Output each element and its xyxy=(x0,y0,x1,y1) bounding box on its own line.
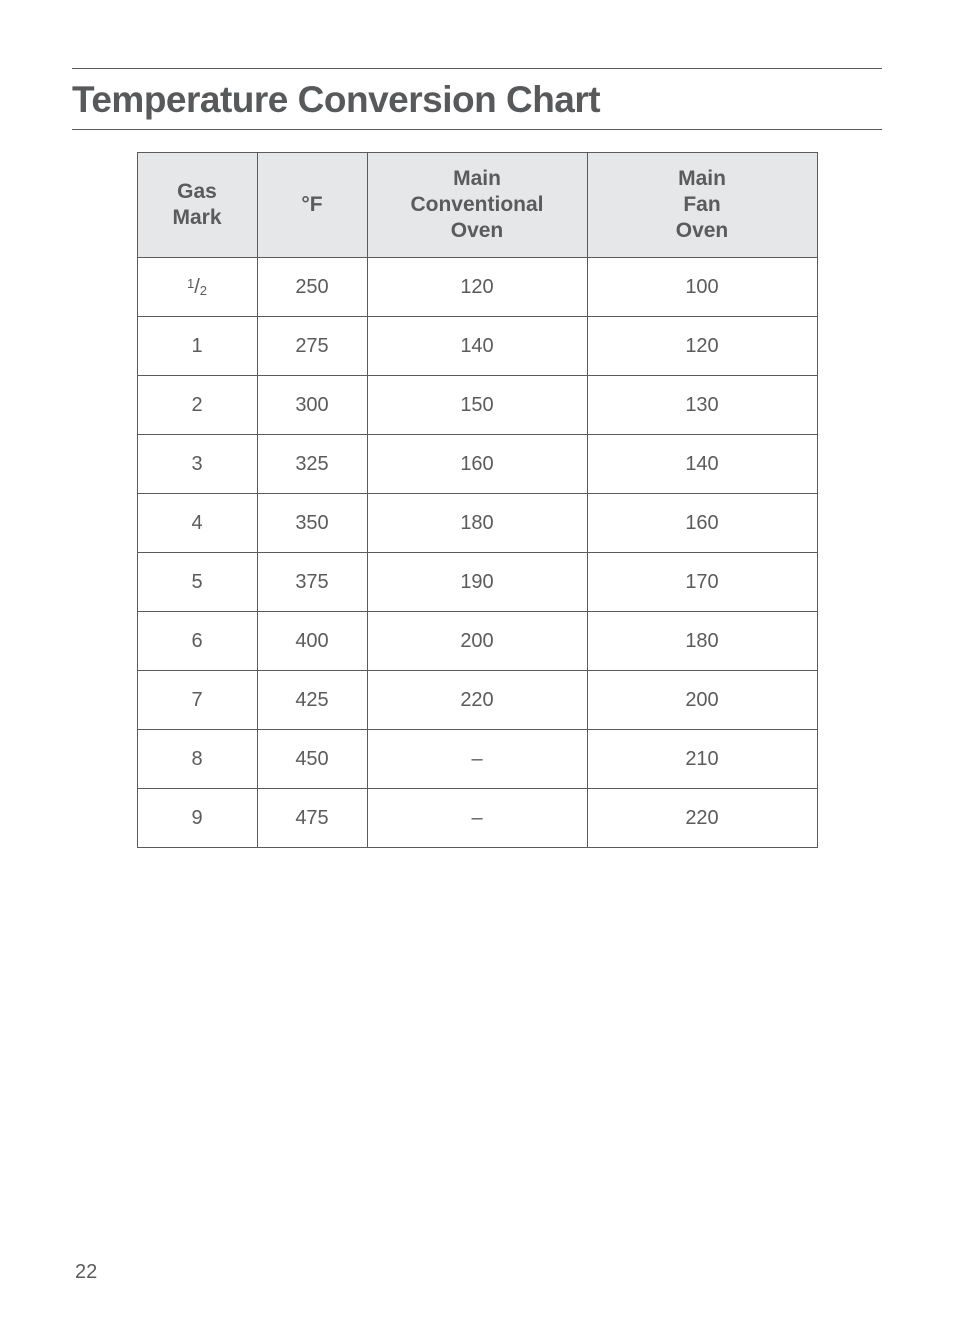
table-row: 1 275 140 120 xyxy=(137,317,817,376)
col-label: Conventional xyxy=(410,193,543,216)
table-row: 6 400 200 180 xyxy=(137,612,817,671)
cell-f: 400 xyxy=(257,612,367,671)
cell-gas: 8 xyxy=(137,730,257,789)
cell-conv: – xyxy=(367,730,587,789)
cell-gas: 2 xyxy=(137,376,257,435)
table-header: Gas Mark °F Main Conventional Oven Main … xyxy=(137,153,817,258)
cell-gas: 1/2 xyxy=(137,258,257,317)
cell-conv: 150 xyxy=(367,376,587,435)
cell-fan: 140 xyxy=(587,435,817,494)
col-label: Mark xyxy=(172,206,221,229)
page: Temperature Conversion Chart Gas Mark °F… xyxy=(0,0,954,1336)
cell-gas: 1 xyxy=(137,317,257,376)
cell-conv: 200 xyxy=(367,612,587,671)
col-conventional-oven: Main Conventional Oven xyxy=(367,153,587,258)
col-label: Main xyxy=(453,167,501,190)
cell-fan: 130 xyxy=(587,376,817,435)
fraction-half: 1/2 xyxy=(187,276,207,298)
cell-f: 475 xyxy=(257,789,367,848)
cell-conv: 190 xyxy=(367,553,587,612)
table-row: 2 300 150 130 xyxy=(137,376,817,435)
cell-fan: 210 xyxy=(587,730,817,789)
table-row: 7 425 220 200 xyxy=(137,671,817,730)
page-number: 22 xyxy=(75,1261,97,1284)
cell-fan: 220 xyxy=(587,789,817,848)
cell-gas: 4 xyxy=(137,494,257,553)
cell-fan: 160 xyxy=(587,494,817,553)
cell-f: 325 xyxy=(257,435,367,494)
cell-conv: 220 xyxy=(367,671,587,730)
cell-f: 350 xyxy=(257,494,367,553)
cell-conv: – xyxy=(367,789,587,848)
table-row: 5 375 190 170 xyxy=(137,553,817,612)
col-label: Fan xyxy=(683,193,720,216)
col-label: Main xyxy=(678,167,726,190)
cell-fan: 120 xyxy=(587,317,817,376)
cell-gas: 9 xyxy=(137,789,257,848)
col-label: Oven xyxy=(676,219,729,242)
col-label: Gas xyxy=(177,180,217,203)
table-body: 1/2 250 120 100 1 275 140 120 2 300 150 … xyxy=(137,258,817,848)
table-container: Gas Mark °F Main Conventional Oven Main … xyxy=(72,152,882,848)
table-row: 8 450 – 210 xyxy=(137,730,817,789)
cell-f: 300 xyxy=(257,376,367,435)
col-label: °F xyxy=(301,193,322,216)
cell-f: 250 xyxy=(257,258,367,317)
rule-under-title xyxy=(72,129,882,130)
table-row: 9 475 – 220 xyxy=(137,789,817,848)
cell-fan: 170 xyxy=(587,553,817,612)
col-gas-mark: Gas Mark xyxy=(137,153,257,258)
cell-fan: 100 xyxy=(587,258,817,317)
cell-conv: 140 xyxy=(367,317,587,376)
conversion-table: Gas Mark °F Main Conventional Oven Main … xyxy=(137,152,818,848)
cell-f: 275 xyxy=(257,317,367,376)
table-row: 1/2 250 120 100 xyxy=(137,258,817,317)
cell-fan: 180 xyxy=(587,612,817,671)
cell-gas: 3 xyxy=(137,435,257,494)
cell-f: 425 xyxy=(257,671,367,730)
cell-gas: 7 xyxy=(137,671,257,730)
page-title: Temperature Conversion Chart xyxy=(72,79,882,121)
cell-conv: 120 xyxy=(367,258,587,317)
col-fahrenheit: °F xyxy=(257,153,367,258)
cell-conv: 160 xyxy=(367,435,587,494)
cell-gas: 6 xyxy=(137,612,257,671)
table-row: 4 350 180 160 xyxy=(137,494,817,553)
cell-gas: 5 xyxy=(137,553,257,612)
header-row: Gas Mark °F Main Conventional Oven Main … xyxy=(137,153,817,258)
rule-top xyxy=(72,68,882,69)
cell-f: 375 xyxy=(257,553,367,612)
col-fan-oven: Main Fan Oven xyxy=(587,153,817,258)
table-row: 3 325 160 140 xyxy=(137,435,817,494)
cell-f: 450 xyxy=(257,730,367,789)
cell-conv: 180 xyxy=(367,494,587,553)
col-label: Oven xyxy=(451,219,504,242)
cell-fan: 200 xyxy=(587,671,817,730)
